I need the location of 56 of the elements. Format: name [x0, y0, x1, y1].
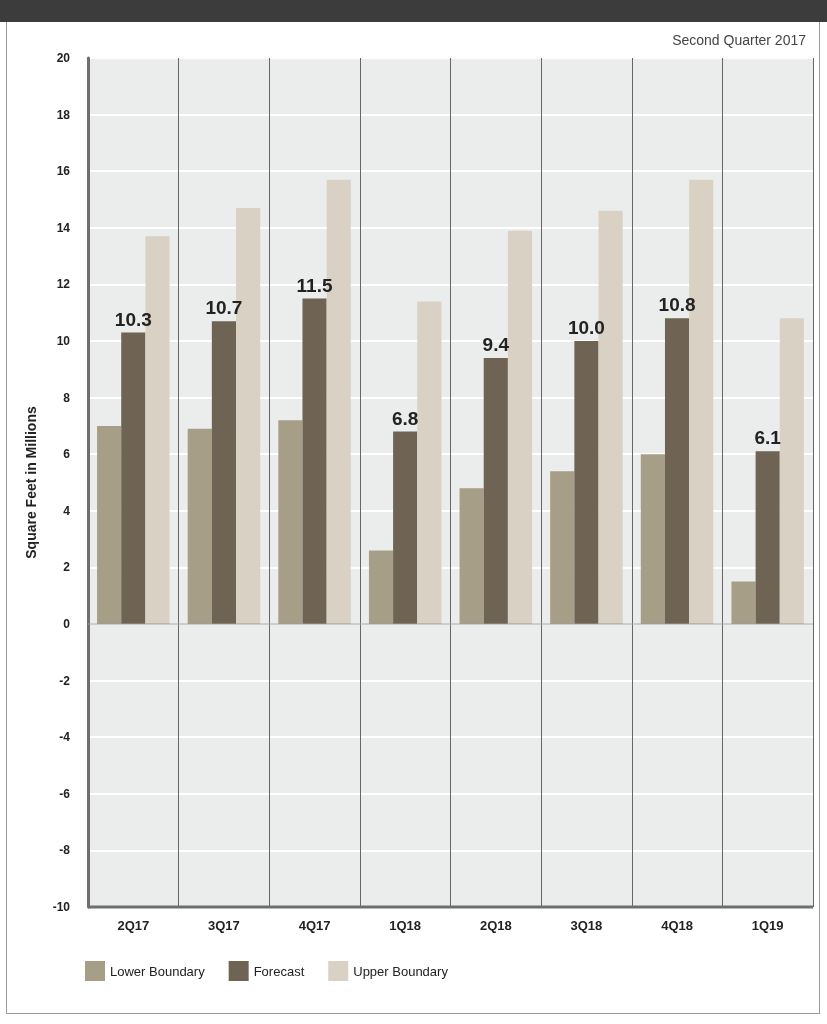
bar [550, 471, 575, 624]
bar [368, 550, 394, 624]
legend-label: Lower Boundary [110, 963, 206, 979]
y-tick-label: -2 [59, 673, 71, 688]
bar [755, 451, 780, 624]
y-tick-label: 6 [63, 447, 71, 462]
data-label: 6.1 [754, 427, 782, 449]
bar [278, 420, 303, 624]
bar [302, 298, 327, 624]
bar [97, 425, 122, 624]
bar [664, 318, 690, 624]
y-tick-label: 14 [56, 220, 71, 235]
bar [211, 321, 237, 624]
y-tick-label: 4 [63, 503, 71, 518]
bar [393, 431, 418, 624]
chart-subtitle: Second Quarter 2017 [672, 32, 807, 48]
data-label: 6.8 [391, 407, 419, 429]
bar [507, 230, 533, 624]
bar [640, 454, 665, 624]
bar [121, 332, 146, 624]
x-tick-label: 2Q17 [117, 918, 150, 933]
bar [187, 428, 212, 624]
y-tick-label: 8 [63, 390, 71, 405]
y-tick-label: -4 [59, 730, 71, 745]
x-tick-label: 1Q19 [751, 918, 784, 933]
data-label: 9.4 [482, 333, 510, 355]
x-tick-label: 4Q18 [661, 918, 693, 933]
y-tick-label: 16 [56, 164, 71, 179]
y-tick-label: 20 [56, 51, 71, 65]
legend-label: Forecast [253, 963, 305, 979]
x-tick-label: 4Q17 [298, 918, 331, 933]
bar [417, 301, 442, 624]
x-tick-label: 3Q17 [208, 918, 240, 933]
y-tick-label: 2 [63, 560, 71, 575]
y-tick-label: 12 [56, 277, 71, 292]
bar [779, 318, 804, 624]
bar [731, 581, 756, 624]
data-label: 10.3 [114, 308, 152, 330]
y-axis-title: Square Feet in Millions [23, 406, 39, 559]
bar [483, 357, 508, 624]
data-label: 11.5 [296, 274, 333, 296]
y-tick-label: -6 [59, 786, 71, 801]
y-tick-label: 0 [63, 617, 71, 631]
data-label: 10.8 [658, 294, 696, 316]
x-tick-label: 1Q18 [389, 918, 422, 933]
y-tick-label: -8 [59, 843, 71, 858]
bar [574, 341, 599, 624]
y-tick-label: 18 [56, 107, 71, 122]
x-tick-label: 2Q18 [479, 918, 512, 933]
data-label: 10.7 [205, 297, 243, 319]
x-tick-label: 3Q18 [570, 918, 603, 933]
legend-label: Upper Boundary [353, 963, 449, 979]
y-tick-label: 10 [56, 334, 71, 348]
bar [459, 488, 484, 624]
y-tick-label: -10 [52, 900, 71, 914]
data-label: 10.0 [567, 317, 605, 338]
